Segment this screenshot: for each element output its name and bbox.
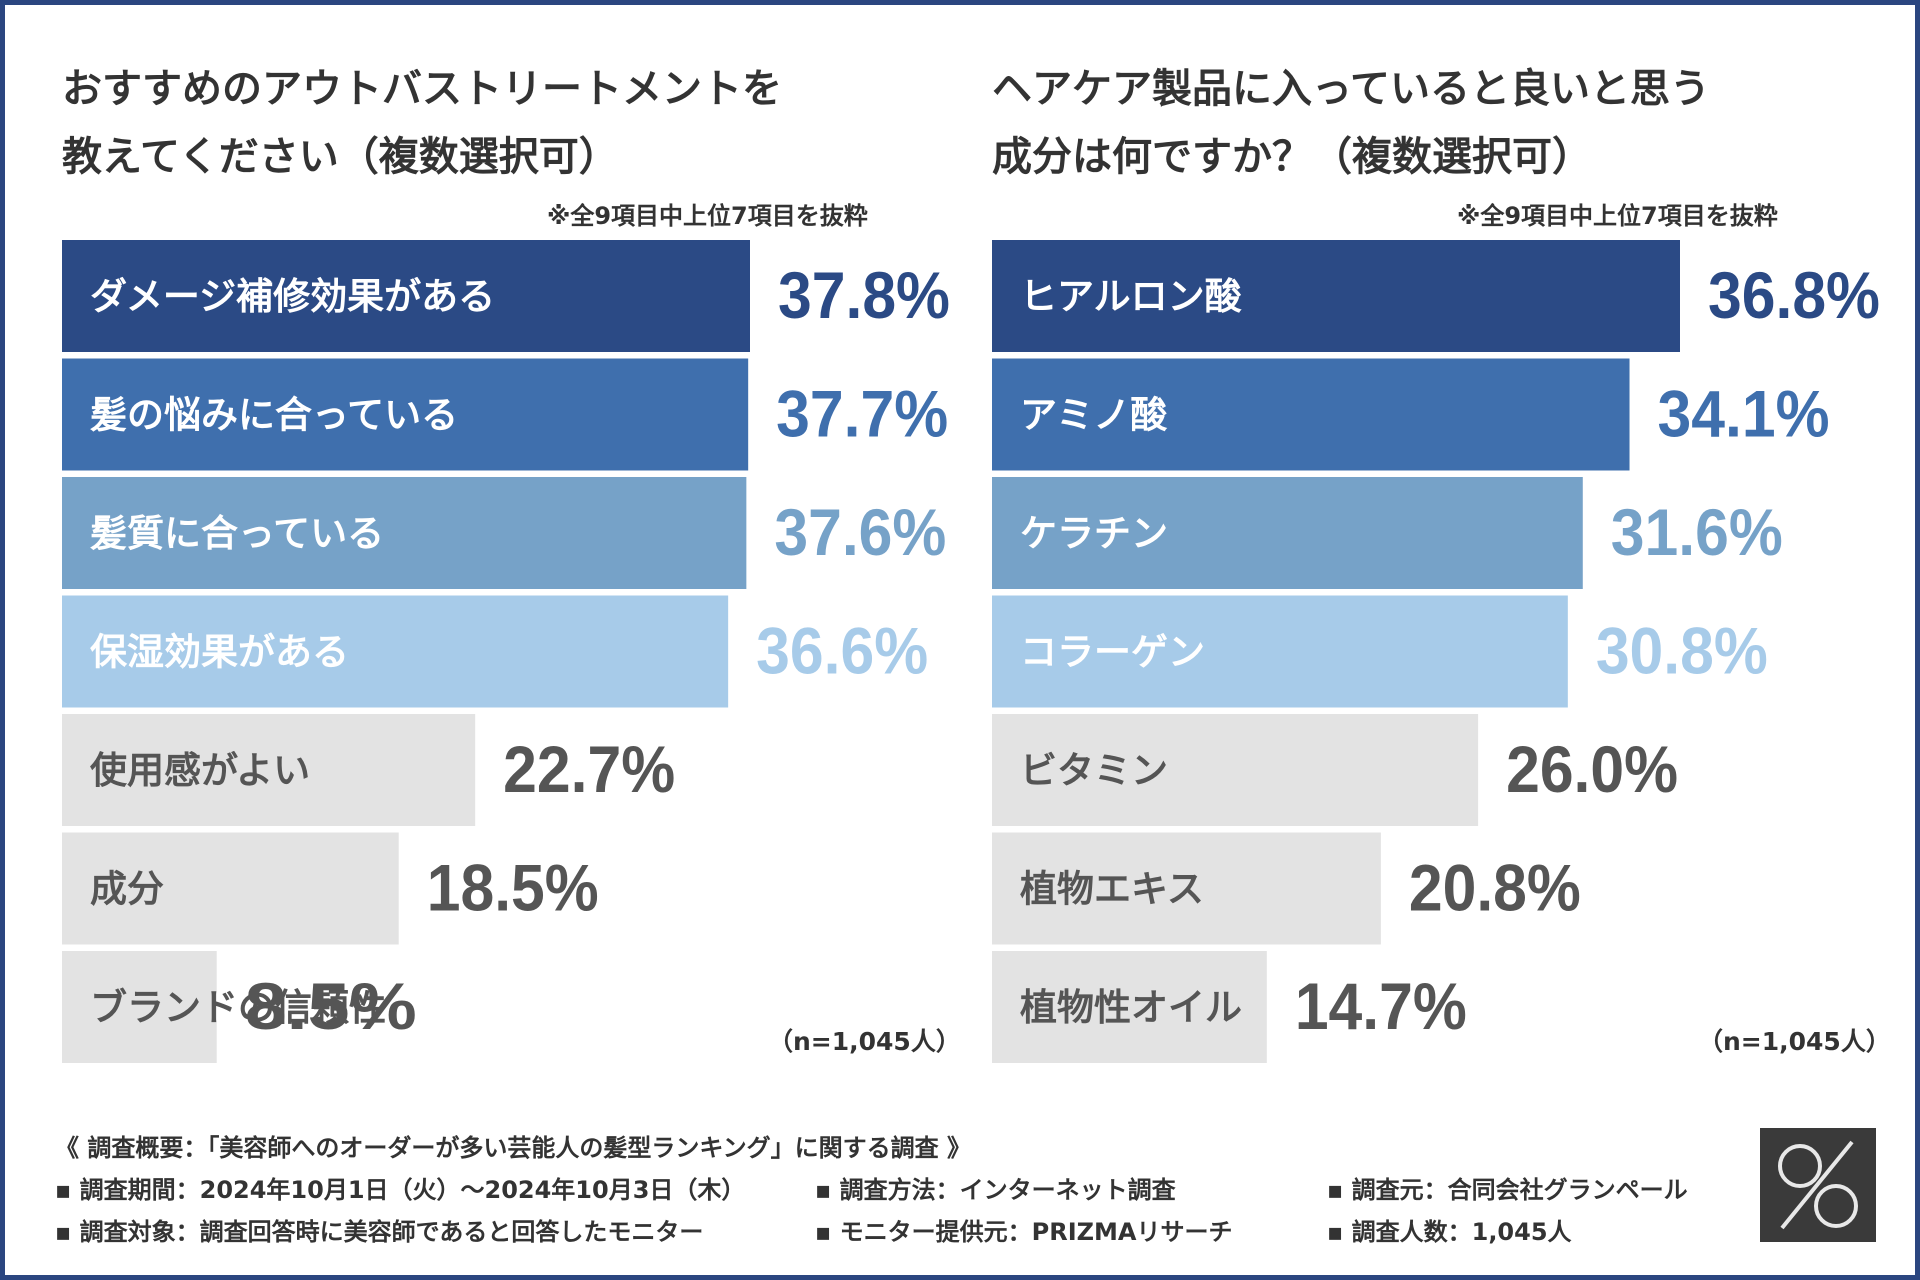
bar-right-3 (992, 595, 1568, 708)
value-label-3: 36.6% (756, 614, 928, 688)
right-sample-size: （n=1,045人） (1698, 1027, 1891, 1056)
percent-logo-icon (1760, 1128, 1876, 1242)
value-label-4: 22.7% (503, 732, 675, 806)
category-label-4: ビタミン (1020, 749, 1168, 792)
left-title-line2: 教えてください（複数選択可） (62, 134, 619, 180)
left-title-line1: おすすめのアウトバストリートメントを (62, 66, 782, 112)
bar-left-1 (62, 358, 749, 471)
category-label-2: ケラチン (1020, 512, 1168, 555)
bar-left-6 (62, 951, 217, 1063)
category-label-5: 植物エキス (1020, 868, 1204, 911)
value-label-1: 34.1% (1658, 377, 1830, 451)
left-bar-chart: ダメージ補修効果がある 37.8% 髪の悩みに合っている 37.7% 髪質に合っている 3… (62, 240, 950, 1063)
bar-left-5 (62, 832, 399, 945)
survey-count: ▪ 調査人数：1,045人 (1327, 1218, 1572, 1246)
bar-right-0 (992, 240, 1680, 352)
bar-right-2 (992, 477, 1583, 589)
bar-right-5 (992, 832, 1381, 945)
survey-source: ▪ 調査元：合同会社グランペール (1327, 1176, 1688, 1204)
survey-target: ▪ 調査対象：調査回答時に美容師であると回答したモニター (55, 1218, 704, 1246)
category-label-0: ダメージ補修効果がある (90, 275, 495, 318)
survey-period: ▪ 調査期間：2024年10月1日（火）〜2024年10月3日（木） (55, 1176, 746, 1204)
bar-right-4 (992, 714, 1479, 826)
category-label-1: 髪の悩みに合っている (90, 394, 458, 437)
bar-left-3 (62, 595, 729, 708)
value-label-2: 31.6% (1611, 495, 1783, 569)
right-chart-note: ※全9項目中上位7項目を抜粋 (1457, 202, 1778, 230)
value-label-5: 20.8% (1409, 851, 1581, 925)
bar-right-1 (992, 358, 1630, 471)
value-label-0: 37.8% (778, 258, 950, 332)
bar-left-4 (62, 714, 476, 826)
value-label-0: 36.8% (1708, 258, 1880, 332)
bar-left-0 (62, 240, 750, 352)
category-label-3: コラーゲン (1020, 631, 1205, 674)
right-bar-chart: ヒアルロン酸 36.8% アミノ酸 34.1% ケラチン 31.6% コラーゲン 30.8% ビ… (992, 240, 1880, 1063)
category-label-0: ヒアルロン酸 (1020, 275, 1243, 318)
survey-method: ▪ 調査方法：インターネット調査 (815, 1176, 1176, 1204)
left-chart-title: おすすめのアウトバストリートメントを 教えてください（複数選択可） (62, 55, 942, 191)
value-label-1: 37.7% (776, 377, 948, 451)
value-label-2: 37.6% (774, 495, 946, 569)
left-chart-note: ※全9項目中上位7項目を抜粋 (547, 202, 868, 230)
category-label-2: 髪質に合っている (90, 512, 384, 555)
value-label-6: 8.5% (245, 969, 417, 1043)
right-title-line2: 成分は何ですか？（複数選択可） (992, 134, 1592, 180)
left-sample-size: （n=1,045人） (768, 1027, 961, 1056)
bar-right-6 (992, 951, 1267, 1063)
value-label-6: 14.7% (1295, 969, 1467, 1043)
right-title-line1: ヘアケア製品に入っていると良いと思う (992, 66, 1710, 112)
survey-provider: ▪ モニター提供元：PRIZMAリサーチ (815, 1218, 1233, 1246)
value-label-3: 30.8% (1596, 614, 1768, 688)
category-label-6: 植物性オイル (1020, 986, 1242, 1029)
category-label-3: 保湿効果がある (90, 631, 349, 674)
category-label-5: 成分 (90, 868, 164, 911)
right-chart-title: ヘアケア製品に入っていると良いと思う 成分は何ですか？（複数選択可） (992, 55, 1872, 191)
value-label-4: 26.0% (1506, 732, 1678, 806)
bar-left-2 (62, 477, 747, 589)
survey-heading: 《 調査概要：「美容師へのオーダーが多い芸能人の髪型ランキング」に関する調査 》 (55, 1134, 971, 1162)
category-label-1: アミノ酸 (1020, 394, 1168, 437)
value-label-5: 18.5% (427, 851, 599, 925)
category-label-6: ブランドの信頼性 (90, 986, 386, 1029)
category-label-4: 使用感がよい (90, 749, 310, 792)
